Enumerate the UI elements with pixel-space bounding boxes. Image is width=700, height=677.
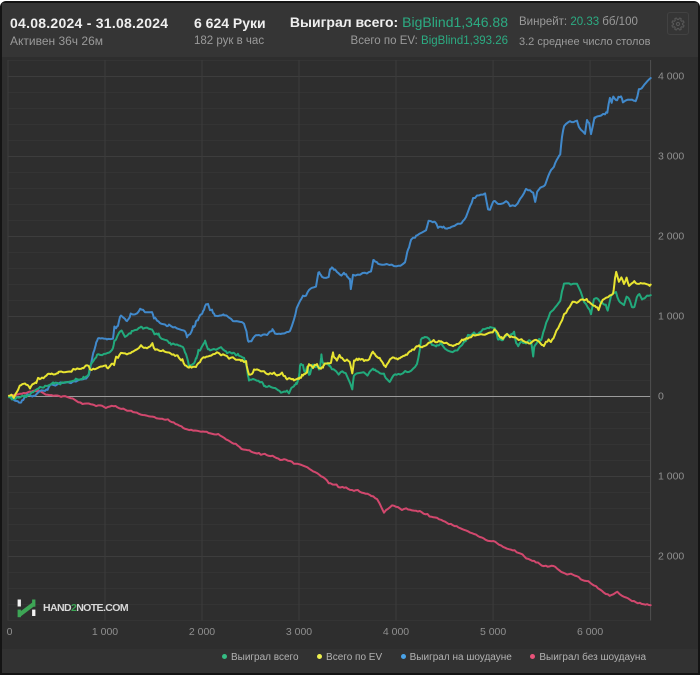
svg-text:5 000: 5 000 — [480, 626, 506, 638]
svg-text:1 000: 1 000 — [658, 311, 684, 323]
svg-text:0: 0 — [658, 391, 664, 403]
svg-text:4 000: 4 000 — [383, 626, 409, 638]
svg-text:2 000: 2 000 — [658, 231, 684, 243]
svg-text:1 000: 1 000 — [658, 471, 684, 483]
svg-text:2 000: 2 000 — [658, 551, 684, 563]
svg-text:3 000: 3 000 — [286, 626, 312, 638]
svg-text:4 000: 4 000 — [658, 71, 684, 83]
svg-text:0: 0 — [7, 626, 13, 638]
svg-text:2 000: 2 000 — [189, 626, 215, 638]
svg-text:1 000: 1 000 — [92, 626, 118, 638]
svg-text:3 000: 3 000 — [658, 151, 684, 163]
svg-text:6 000: 6 000 — [577, 626, 603, 638]
